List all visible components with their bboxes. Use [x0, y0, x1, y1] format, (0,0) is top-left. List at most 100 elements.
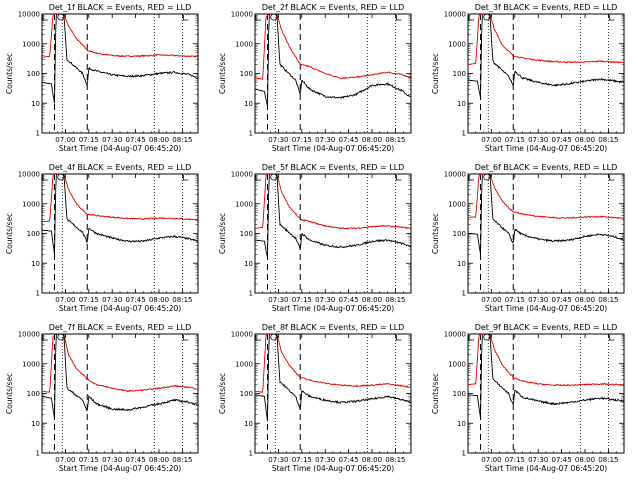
plot-frame	[41, 333, 199, 454]
chart-svg: Det_1f BLACK = Events, RED = LLD 1 10 100 10…	[5, 3, 199, 153]
series-line-events	[254, 333, 411, 421]
x-axis-label: Start Time (04-Aug-07 06:45:20)	[485, 464, 607, 473]
chart-svg: Det_5f BLACK = Events, RED = LLD 1 10 100 10…	[218, 163, 412, 313]
x-tick-label: 07:30	[315, 136, 335, 144]
chart-svg: Det_7f BLACK = Events, RED = LLD 1 10 100 10…	[5, 323, 199, 473]
x-tick-label: 08:15	[172, 456, 192, 464]
detector-panel-1: Det_1f BLACK = Events, RED = LLD 1 10 100 10…	[0, 0, 213, 160]
x-tick-label: 07:00	[55, 136, 75, 144]
detector-panel-7: Det_7f BLACK = Events, RED = LLD 1 10 100 10…	[0, 320, 213, 480]
bracket-marker-right	[183, 175, 189, 181]
y-tick-label: 10	[244, 420, 253, 428]
y-tick-label: 1	[249, 290, 253, 298]
peak-circle-marker	[483, 333, 491, 341]
x-tick-label: 07:45	[126, 136, 146, 144]
x-tick-label: 07:15	[292, 136, 312, 144]
peak-circle-marker	[270, 13, 278, 21]
detector-panel-2: Det_2f BLACK = Events, RED = LLD 1 10 100 10…	[213, 0, 426, 160]
y-tick-label: 100	[453, 390, 466, 398]
chart-svg: Det_6f BLACK = Events, RED = LLD 1 10 100 10…	[431, 163, 625, 313]
series-line-events	[468, 173, 624, 255]
series-line-lld	[254, 333, 411, 393]
x-tick-label: 07:15	[505, 136, 525, 144]
bracket-marker-left	[42, 175, 48, 181]
detector-panel-4: Det_4f BLACK = Events, RED = LLD 1 10 100 10…	[0, 160, 213, 320]
x-tick-label: 07:00	[481, 296, 501, 304]
x-tick-label: 07:45	[552, 136, 572, 144]
x-tick-label: 07:30	[102, 136, 122, 144]
chart-title: Det_4f BLACK = Events, RED = LLD	[49, 163, 192, 172]
bracket-marker-right	[609, 175, 615, 181]
y-tick-label: 1	[462, 290, 466, 298]
y-tick-label: 10	[244, 260, 253, 268]
series-line-events	[254, 173, 411, 259]
y-tick-label: 100	[240, 390, 253, 398]
peak-circle-marker	[483, 13, 491, 21]
y-tick-label: 10	[31, 100, 40, 108]
x-axis-label: Start Time (04-Aug-07 06:45:20)	[485, 144, 607, 153]
bracket-marker-left	[42, 335, 48, 341]
x-tick-label: 08:00	[149, 136, 169, 144]
y-axis-label: Counts/sec	[5, 213, 14, 254]
series-line-lld	[254, 173, 411, 230]
y-axis-label: Counts/sec	[431, 53, 440, 94]
series-line-lld	[254, 13, 411, 80]
y-tick-label: 10	[457, 260, 466, 268]
y-axis-label: Counts/sec	[218, 213, 227, 254]
y-tick-label: 1000	[448, 40, 466, 48]
x-tick-label: 07:45	[126, 456, 146, 464]
x-tick-label: 08:15	[598, 296, 618, 304]
bracket-marker-left	[468, 15, 474, 21]
bracket-marker-right	[396, 335, 402, 341]
x-tick-label: 07:30	[528, 456, 548, 464]
chart-svg: Det_4f BLACK = Events, RED = LLD 1 10 100 10…	[5, 163, 199, 313]
chart-svg: Det_8f BLACK = Events, RED = LLD 1 10 100 10…	[218, 323, 412, 473]
x-tick-label: 07:15	[79, 136, 99, 144]
y-tick-label: 100	[453, 70, 466, 78]
series-line-lld	[467, 13, 624, 65]
x-tick-label: 07:00	[55, 456, 75, 464]
x-tick-label: 07:15	[79, 456, 99, 464]
x-tick-label: 08:15	[172, 136, 192, 144]
y-axis-label: Counts/sec	[218, 373, 227, 414]
y-axis-label: Counts/sec	[218, 53, 227, 94]
x-tick-label: 08:15	[598, 136, 618, 144]
series-line-lld	[41, 13, 198, 59]
series-line-events	[468, 333, 624, 419]
y-tick-label: 100	[453, 230, 466, 238]
x-axis-label: Start Time (04-Aug-07 06:45:20)	[272, 464, 394, 473]
x-axis-label: Start Time (04-Aug-07 06:45:20)	[59, 304, 181, 313]
x-axis-label: Start Time (04-Aug-07 06:45:20)	[59, 464, 181, 473]
x-tick-label: 07:45	[126, 296, 146, 304]
chart-svg: Det_2f BLACK = Events, RED = LLD 1 10 100 10…	[218, 3, 412, 153]
y-tick-label: 10000	[444, 11, 466, 19]
series-line-lld	[41, 173, 198, 223]
series-line-events	[467, 13, 624, 99]
y-tick-label: 1	[249, 450, 253, 458]
y-tick-label: 10000	[18, 331, 40, 339]
detector-panel-8: Det_8f BLACK = Events, RED = LLD 1 10 100 10…	[213, 320, 426, 480]
x-tick-label: 08:15	[172, 296, 192, 304]
bracket-marker-left	[468, 335, 474, 341]
y-tick-label: 10000	[231, 331, 253, 339]
y-tick-label: 10000	[444, 171, 466, 179]
x-tick-label: 07:30	[315, 296, 335, 304]
y-tick-label: 10000	[444, 331, 466, 339]
bracket-marker-left	[42, 15, 48, 21]
detector-panel-9: Det_9f BLACK = Events, RED = LLD 1 10 100 10…	[426, 320, 639, 480]
y-tick-label: 100	[240, 70, 253, 78]
y-tick-label: 1	[36, 130, 40, 138]
chart-title: Det_5f BLACK = Events, RED = LLD	[262, 163, 405, 172]
bracket-marker-right	[609, 15, 615, 21]
x-axis-label: Start Time (04-Aug-07 06:45:20)	[272, 304, 394, 313]
chart-title: Det_9f BLACK = Events, RED = LLD	[475, 323, 618, 332]
y-axis-label: Counts/sec	[431, 373, 440, 414]
y-tick-label: 100	[27, 230, 40, 238]
x-tick-label: 07:30	[528, 296, 548, 304]
series-line-events	[41, 333, 198, 419]
y-tick-label: 10000	[18, 11, 40, 19]
detector-panel-3: Det_3f BLACK = Events, RED = LLD 1 10 100 10…	[426, 0, 639, 160]
x-tick-label: 07:15	[505, 456, 525, 464]
x-tick-label: 08:00	[575, 296, 595, 304]
x-axis-label: Start Time (04-Aug-07 06:45:20)	[272, 144, 394, 153]
